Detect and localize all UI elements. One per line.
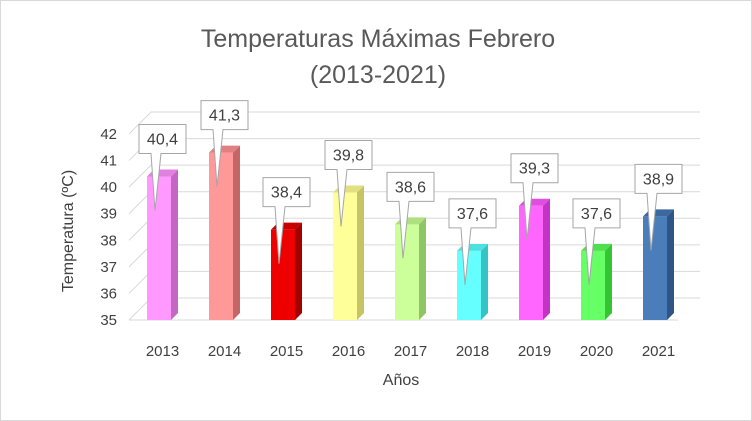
data-label: 41,3 xyxy=(209,108,240,125)
bar xyxy=(457,243,488,320)
bar xyxy=(147,169,178,320)
data-label-callout: 41,3 xyxy=(200,100,249,187)
y-tick-label: 41 xyxy=(100,153,117,170)
bar-side xyxy=(171,169,178,320)
bar-front xyxy=(209,152,233,320)
x-tick-label: 2013 xyxy=(146,343,179,360)
chart-subtitle: (2013-2021) xyxy=(310,61,446,89)
x-tick-label: 2017 xyxy=(394,343,427,360)
data-label: 40,4 xyxy=(147,132,178,149)
bar xyxy=(271,222,302,320)
x-tick-label: 2020 xyxy=(580,343,613,360)
bar xyxy=(643,209,674,320)
bar xyxy=(209,145,240,320)
callout-box xyxy=(510,153,559,240)
bar-front xyxy=(395,224,419,320)
x-tick-label: 2015 xyxy=(270,343,303,360)
data-label: 39,8 xyxy=(333,147,364,164)
callout-box xyxy=(200,100,249,187)
x-axis-title: Años xyxy=(383,372,419,389)
y-tick-label: 37 xyxy=(100,259,117,276)
data-label: 38,9 xyxy=(643,171,674,188)
bar xyxy=(581,243,612,320)
bar-front xyxy=(271,229,295,320)
data-label-callout: 38,4 xyxy=(262,177,311,264)
bar xyxy=(519,198,550,320)
callout-box xyxy=(138,124,187,211)
callout-box xyxy=(448,198,497,285)
bar-side xyxy=(667,209,674,320)
x-tick-label: 2021 xyxy=(642,343,675,360)
y-tick-label: 40 xyxy=(100,179,117,196)
bar-side xyxy=(233,145,240,320)
y-tick-label: 38 xyxy=(100,232,117,249)
data-label: 39,3 xyxy=(519,161,550,178)
data-label-callout: 40,4 xyxy=(138,124,187,211)
data-label-callout: 39,3 xyxy=(510,153,559,240)
data-label-callout: 37,6 xyxy=(448,198,497,285)
callout-box xyxy=(262,177,311,264)
callout-box xyxy=(386,171,435,259)
gridline xyxy=(128,111,700,135)
data-label: 38,4 xyxy=(271,185,302,202)
data-label: 38,6 xyxy=(395,179,426,196)
bar-side xyxy=(419,217,426,320)
y-tick-label: 39 xyxy=(100,206,117,223)
callout-box xyxy=(324,139,373,227)
x-axis-ticks: 2013 2014 2015 2016 2017 2018 2019 2020 2021 xyxy=(146,343,675,360)
y-axis-title: Temperatura (ºC) xyxy=(60,170,77,292)
x-tick-label: 2014 xyxy=(208,343,241,360)
data-label-callout: 38,9 xyxy=(634,163,683,251)
bar xyxy=(395,217,426,320)
x-tick-label: 2016 xyxy=(332,343,365,360)
bar-front xyxy=(581,250,605,320)
bar-front xyxy=(643,216,667,320)
bar-side xyxy=(605,243,612,320)
bar-side xyxy=(295,222,302,320)
y-tick-label: 36 xyxy=(100,285,117,302)
data-label-callout: 39,8 xyxy=(324,139,373,227)
callout-box xyxy=(572,198,621,285)
bar-front xyxy=(333,192,357,320)
y-axis-ticks: 35 36 37 38 39 40 41 42 xyxy=(100,126,117,329)
y-tick-label: 35 xyxy=(100,312,117,329)
x-tick-label: 2018 xyxy=(456,343,489,360)
bar-front xyxy=(519,205,543,320)
bar-side xyxy=(543,198,550,320)
y-tick-label: 42 xyxy=(100,126,117,143)
bars xyxy=(147,145,674,320)
data-label-callout: 37,6 xyxy=(572,198,621,285)
x-tick-label: 2019 xyxy=(518,343,551,360)
chart-title: Temperaturas Máximas Febrero xyxy=(201,25,555,53)
data-label: 37,6 xyxy=(581,206,612,223)
bar-side xyxy=(357,185,364,320)
bar-side xyxy=(481,243,488,320)
data-labels: 40,4 41,3 38,4 39,8 38,6 37,6 39,3 37,6 38,9 xyxy=(138,100,683,285)
bar-front xyxy=(457,250,481,320)
data-label: 37,6 xyxy=(457,206,488,223)
callout-box xyxy=(634,163,683,251)
data-label-callout: 38,6 xyxy=(386,171,435,259)
bar xyxy=(333,185,364,320)
bar-front xyxy=(147,176,171,320)
